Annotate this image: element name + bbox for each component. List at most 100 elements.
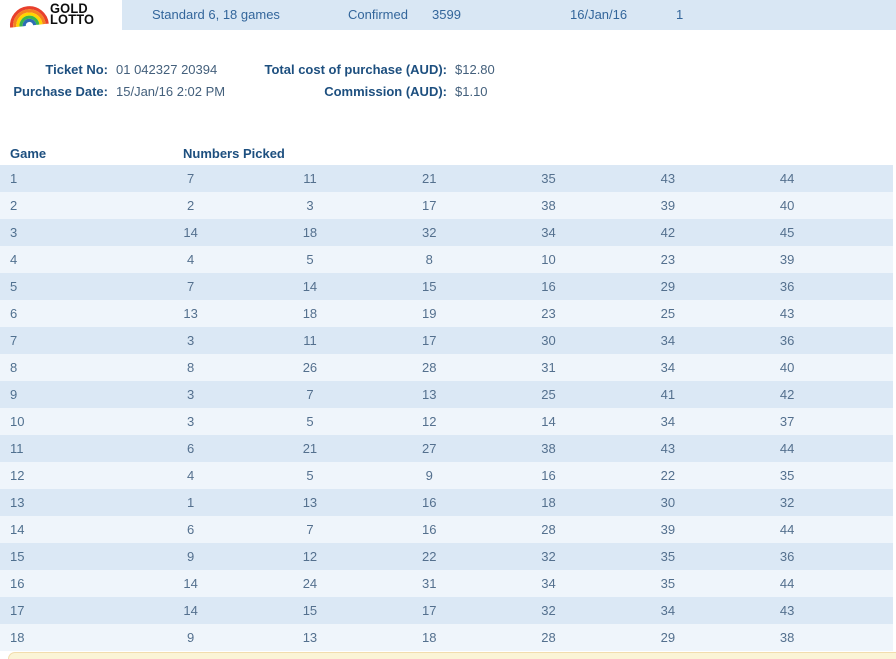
draw-count: 1 — [676, 7, 684, 22]
game-number: 12 — [10, 468, 25, 483]
game-number: 5 — [10, 279, 18, 294]
picked-number: 5 — [306, 414, 314, 429]
picked-number: 6 — [187, 522, 195, 537]
picked-number: 16 — [541, 279, 556, 294]
picked-number: 36 — [779, 279, 795, 294]
picked-number: 28 — [422, 360, 437, 375]
commission-value: $1.10 — [455, 84, 488, 99]
picked-number: 14 — [541, 414, 556, 429]
game-number: 11 — [10, 441, 24, 456]
picked-number: 34 — [660, 603, 676, 618]
row-filler — [847, 597, 893, 624]
game-row: 14 6 7 16 28 39 44 — [0, 516, 893, 543]
purchase-date-value: 15/Jan/16 2:02 PM — [116, 84, 226, 99]
picked-number: 24 — [302, 576, 318, 591]
picked-number: 16 — [541, 468, 556, 483]
picked-number: 6 — [187, 441, 195, 456]
picked-number: 43 — [779, 306, 795, 321]
picked-number: 8 — [187, 360, 195, 375]
picked-number: 36 — [779, 549, 795, 564]
picked-number: 35 — [660, 549, 676, 564]
picked-number: 23 — [541, 306, 556, 321]
picked-number: 35 — [660, 576, 676, 591]
picked-number: 39 — [660, 198, 676, 213]
picked-number: 31 — [422, 576, 437, 591]
game-number: 14 — [10, 522, 25, 537]
picked-number: 11 — [303, 171, 317, 186]
row-filler — [847, 489, 893, 516]
picked-number: 11 — [303, 333, 317, 348]
draw-number: 3599 — [432, 7, 461, 22]
row-filler — [847, 381, 893, 408]
row-filler — [847, 192, 893, 219]
game-number: 8 — [10, 360, 18, 375]
logo-line1: GOLD — [50, 0, 88, 16]
picked-number: 43 — [779, 603, 795, 618]
picked-number: 38 — [779, 630, 795, 645]
game-row: 1 7 11 21 35 43 44 — [0, 165, 893, 192]
game-row: 3 14 18 32 34 42 45 — [0, 219, 893, 246]
picked-number: 21 — [302, 441, 318, 456]
picked-number: 28 — [541, 522, 556, 537]
row-filler — [847, 408, 893, 435]
game-number: 9 — [10, 387, 18, 402]
row-filler — [847, 246, 893, 273]
row-filler — [847, 516, 893, 543]
picked-number: 15 — [422, 279, 437, 294]
rainbow-icon — [7, 0, 50, 28]
ticket-summary-row[interactable]: GOLD LOTTO Standard 6, 18 games Confirme… — [0, 0, 896, 30]
picked-number: 3 — [187, 387, 195, 402]
picked-number: 28 — [541, 630, 556, 645]
picked-number: 30 — [541, 333, 556, 348]
picked-number: 18 — [302, 225, 318, 240]
picked-number: 35 — [541, 171, 556, 186]
total-cost-label: Total cost of purchase (AUD): — [264, 62, 448, 77]
ticket-info-section: Ticket No: 01 042327 20394 Total cost of… — [0, 60, 896, 104]
picked-number: 2 — [187, 198, 195, 213]
picked-number: 9 — [187, 549, 195, 564]
game-number: 16 — [10, 576, 25, 591]
picked-number: 3 — [187, 333, 195, 348]
picked-number: 18 — [541, 495, 556, 510]
game-number: 3 — [10, 225, 18, 240]
picked-number: 12 — [422, 414, 437, 429]
picked-number: 9 — [425, 468, 433, 483]
picked-number: 31 — [541, 360, 556, 375]
logo-line2: LOTTO — [50, 12, 95, 27]
picked-number: 13 — [302, 495, 318, 510]
picked-number: 14 — [302, 279, 318, 294]
picked-number: 14 — [183, 576, 198, 591]
ticket-no-value: 01 042327 20394 — [116, 62, 218, 77]
picked-number: 40 — [779, 198, 795, 213]
picked-number: 14 — [183, 225, 198, 240]
picked-number: 36 — [779, 333, 795, 348]
game-type-label: Standard 6, 18 games — [152, 7, 280, 22]
picked-number: 38 — [541, 441, 556, 456]
row-filler — [847, 327, 893, 354]
games-table-body: 1 7 11 21 35 43 44 2 2 3 17 38 39 40 3 14 18 32 34 42 45 4 4 5 8… — [0, 165, 896, 651]
picked-number: 35 — [779, 468, 795, 483]
picked-number: 7 — [187, 171, 195, 186]
games-table-header: Game Numbers Picked — [0, 145, 896, 165]
picked-number: 27 — [422, 441, 437, 456]
picked-number: 12 — [302, 549, 318, 564]
commission-label: Commission (AUD): — [324, 84, 447, 99]
row-filler — [847, 219, 893, 246]
picked-number: 4 — [187, 468, 195, 483]
picked-number: 38 — [541, 198, 556, 213]
game-row: 13 1 13 16 18 30 32 — [0, 489, 893, 516]
row-filler — [847, 354, 893, 381]
picked-number: 40 — [779, 360, 795, 375]
picked-number: 42 — [660, 225, 676, 240]
row-filler — [847, 570, 893, 597]
row-filler — [847, 300, 893, 327]
picked-number: 3 — [187, 414, 195, 429]
picked-number: 32 — [422, 225, 437, 240]
picked-number: 13 — [183, 306, 198, 321]
game-column-header: Game — [10, 146, 47, 161]
game-row: 16 14 24 31 34 35 44 — [0, 570, 893, 597]
picked-number: 14 — [183, 603, 198, 618]
game-number: 7 — [10, 333, 18, 348]
picked-number: 19 — [422, 306, 437, 321]
picked-number: 17 — [422, 333, 437, 348]
